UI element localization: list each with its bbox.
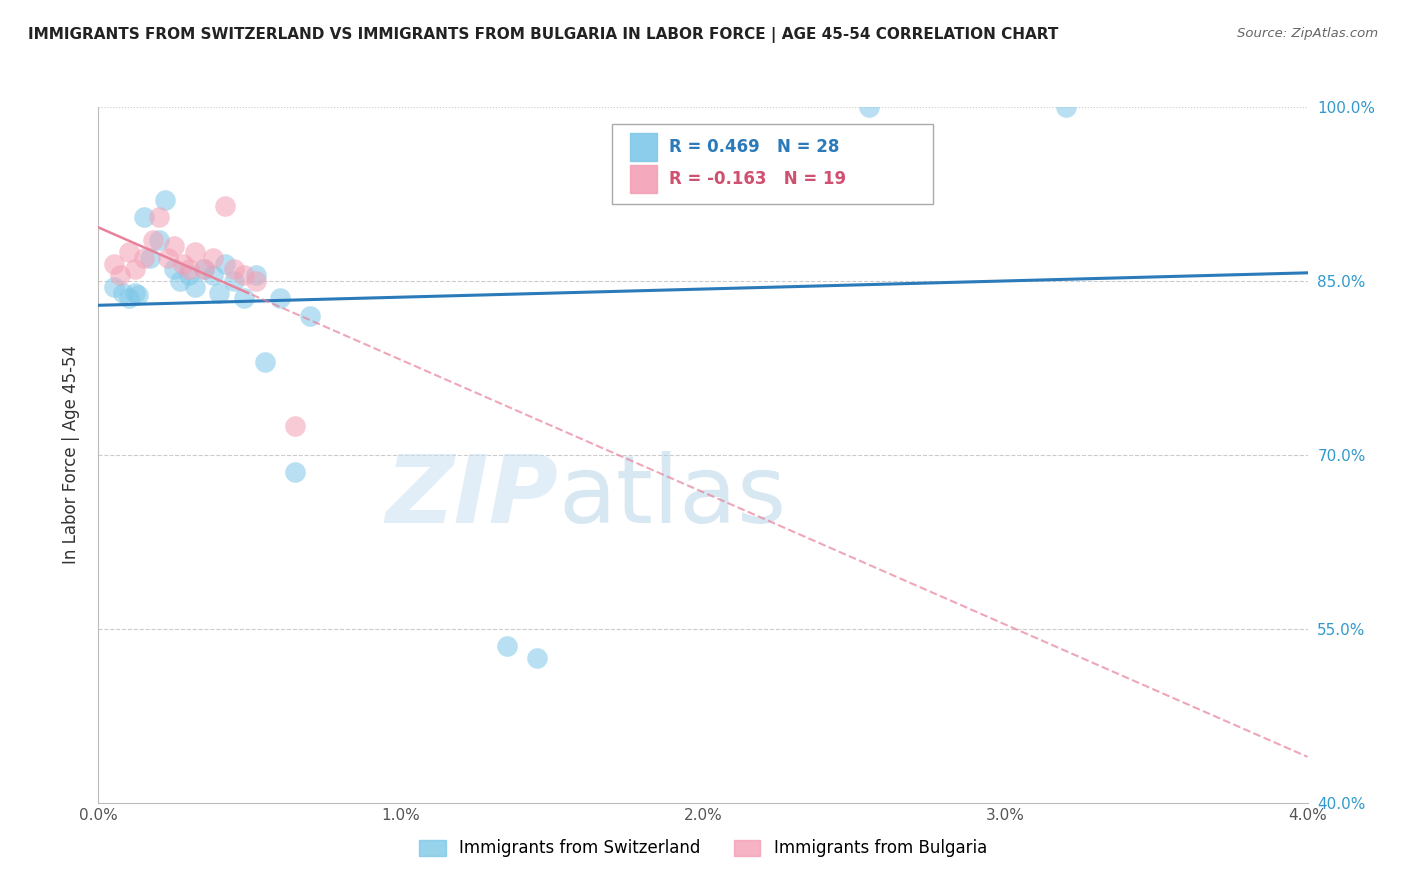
Point: [118, 291, 141, 305]
Bar: [630, 165, 657, 193]
Point: [495, 639, 517, 653]
Point: [245, 274, 267, 288]
Point: [269, 291, 291, 305]
Bar: [613, 124, 932, 204]
Point: [153, 193, 176, 207]
Point: [132, 251, 155, 265]
Point: [142, 233, 165, 247]
Point: [169, 274, 191, 288]
Point: [208, 285, 231, 300]
Point: [132, 210, 155, 224]
Point: [127, 288, 149, 302]
Text: atlas: atlas: [558, 450, 786, 542]
Point: [124, 285, 146, 300]
Point: [148, 233, 170, 247]
Point: [214, 198, 236, 212]
Point: [224, 262, 246, 277]
Point: [202, 268, 225, 282]
Point: [172, 257, 194, 271]
Point: [179, 262, 201, 277]
Point: [139, 251, 162, 265]
Point: [111, 285, 134, 300]
Point: [202, 251, 225, 265]
Point: [253, 355, 276, 369]
Point: [163, 239, 186, 253]
Y-axis label: In Labor Force | Age 45-54: In Labor Force | Age 45-54: [62, 345, 80, 565]
Text: R = -0.163   N = 19: R = -0.163 N = 19: [669, 169, 846, 187]
Text: ZIP: ZIP: [385, 450, 558, 542]
Point: [184, 280, 207, 294]
Text: IMMIGRANTS FROM SWITZERLAND VS IMMIGRANTS FROM BULGARIA IN LABOR FORCE | AGE 45-: IMMIGRANTS FROM SWITZERLAND VS IMMIGRANT…: [28, 27, 1059, 43]
Point: [103, 280, 125, 294]
Point: [156, 251, 179, 265]
Point: [299, 309, 322, 323]
Text: R = 0.469   N = 28: R = 0.469 N = 28: [669, 138, 839, 156]
Point: [124, 262, 146, 277]
Point: [118, 244, 141, 259]
Point: [214, 257, 236, 271]
Point: [1054, 100, 1077, 114]
Point: [858, 100, 880, 114]
Point: [108, 268, 131, 282]
Point: [232, 291, 254, 305]
Point: [245, 268, 267, 282]
Point: [284, 466, 307, 480]
Point: [163, 262, 186, 277]
Point: [148, 210, 170, 224]
Point: [284, 418, 307, 433]
Point: [193, 262, 215, 277]
Point: [526, 651, 548, 665]
Point: [224, 274, 246, 288]
Text: Source: ZipAtlas.com: Source: ZipAtlas.com: [1237, 27, 1378, 40]
Point: [103, 257, 125, 271]
Legend: Immigrants from Switzerland, Immigrants from Bulgaria: Immigrants from Switzerland, Immigrants …: [412, 833, 994, 864]
Point: [179, 268, 201, 282]
Point: [184, 244, 207, 259]
Point: [193, 262, 215, 277]
Point: [232, 268, 254, 282]
Bar: [630, 134, 657, 161]
